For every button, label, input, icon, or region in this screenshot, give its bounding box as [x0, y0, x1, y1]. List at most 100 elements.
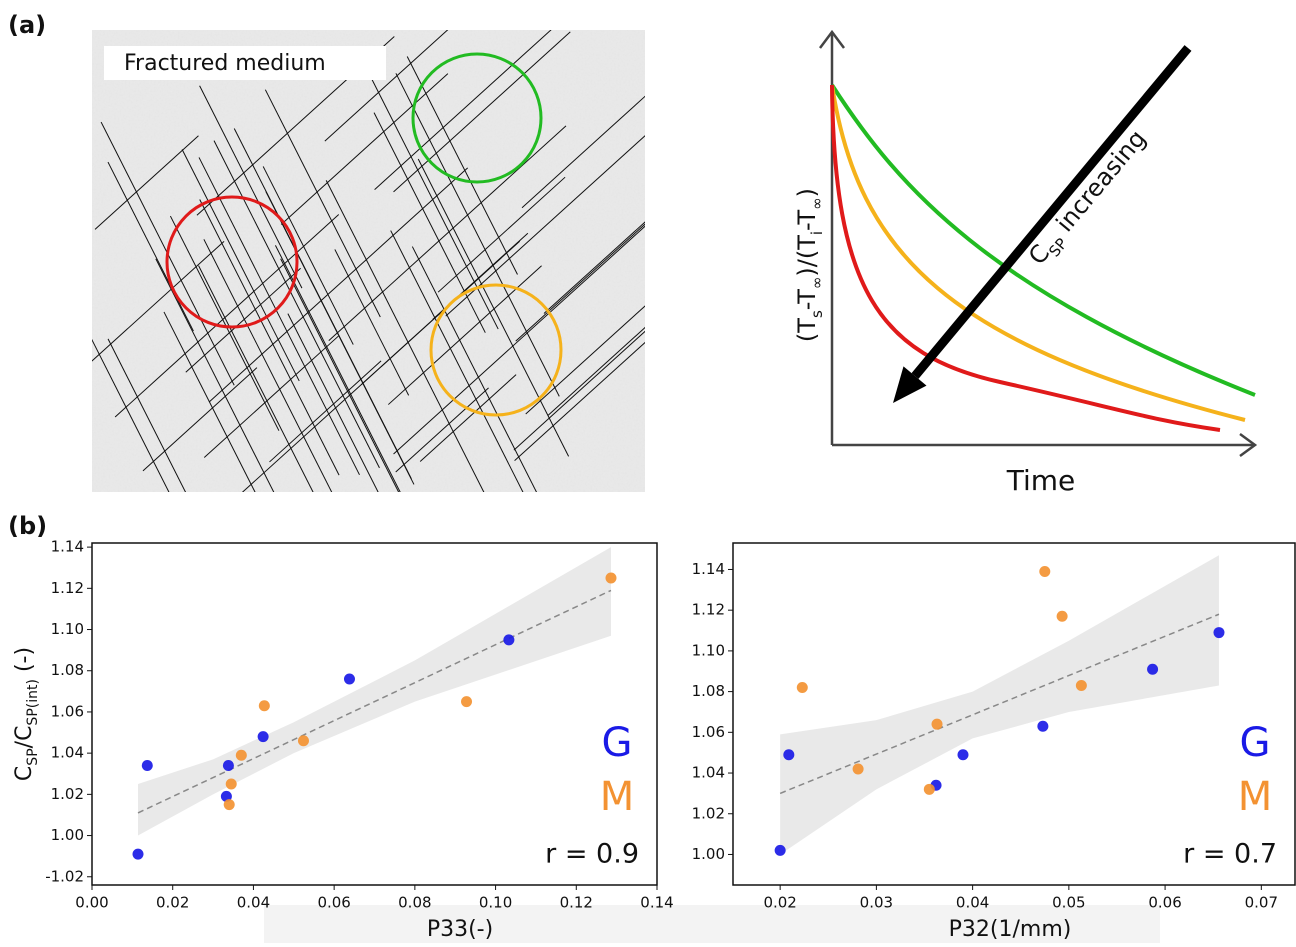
fracture: [198, 265, 314, 492]
fracture: [199, 199, 340, 476]
x-tick-label: 0.03: [860, 894, 893, 912]
fracture: [525, 305, 645, 415]
point: [605, 572, 617, 584]
point: [1039, 566, 1051, 577]
point: [132, 848, 144, 860]
label-part: increasing: [1046, 125, 1152, 243]
point: [141, 760, 153, 772]
fracture: [203, 239, 333, 492]
annotation: r = 0.9: [545, 839, 639, 870]
fit-line: [137, 589, 612, 814]
label-part: ∞: [808, 197, 826, 210]
x-tick-label: 0.05: [1052, 894, 1085, 912]
fracture: [114, 214, 340, 418]
annotation: r = 0.7: [1183, 839, 1277, 870]
label-part: (T: [793, 318, 821, 342]
y-tick-label: 1.02: [692, 804, 725, 822]
point: [258, 700, 270, 712]
point: [257, 731, 269, 743]
x-axis-label: P32(1/mm): [949, 917, 1072, 942]
fracture: [374, 30, 552, 190]
trend-arrowhead: [893, 366, 927, 403]
y-tick-label: 1.08: [51, 661, 84, 679]
point: [223, 799, 235, 811]
panel-label: (b): [8, 512, 47, 540]
legend-label: M: [600, 774, 635, 820]
fracture: [163, 311, 256, 492]
fracture: [107, 161, 194, 332]
fracture: [513, 330, 645, 451]
fracture: [406, 56, 518, 275]
label-part: /C: [12, 726, 37, 749]
fracture: [287, 313, 379, 492]
label-part: i: [808, 231, 826, 235]
x-tick-label: 0.02: [763, 894, 796, 912]
point: [503, 634, 515, 646]
label-part: )/(T: [793, 235, 821, 277]
fracture: [169, 215, 280, 431]
confidence-band: [138, 547, 611, 836]
fracture: [198, 157, 360, 476]
point: [796, 682, 808, 694]
point: [1213, 627, 1225, 639]
curve-green: [830, 83, 1256, 397]
y-tick-label: 1.12: [692, 601, 725, 619]
point: [297, 735, 309, 747]
x-tick-label: 0.08: [398, 894, 431, 912]
fracture: [280, 258, 400, 492]
fracture: [445, 135, 645, 317]
fracture: [393, 225, 645, 455]
point: [783, 749, 795, 761]
x-tick-label: 0.12: [560, 894, 593, 912]
y-tick-label: 1.04: [692, 764, 725, 782]
plot-frame: [91, 542, 658, 886]
legend-label: G: [1240, 720, 1271, 766]
fracture: [543, 221, 645, 314]
fracture: [181, 149, 300, 382]
point: [923, 783, 935, 795]
panel-label: (a): [8, 11, 46, 39]
fracture: [262, 166, 354, 345]
fracture: [547, 326, 645, 416]
fracture: [185, 267, 301, 373]
curve-red: [830, 84, 1221, 432]
x-axis-label: Time: [1006, 464, 1076, 497]
fracture: [269, 360, 382, 463]
label-part: SP: [25, 748, 41, 765]
plot-frame: [732, 542, 1296, 886]
y-tick-label: 1.14: [51, 538, 84, 556]
fracture: [393, 31, 571, 193]
x-tick-label: 0.04: [237, 894, 270, 912]
fracture: [94, 135, 199, 230]
x-tick-label: 0.02: [156, 894, 189, 912]
curve-orange: [830, 84, 1246, 422]
point: [222, 760, 234, 772]
fracture: [324, 30, 449, 142]
fracture: [203, 335, 339, 458]
fracture: [274, 245, 401, 492]
label-band: [264, 905, 1160, 943]
y-axis-label: CSP/CSP(int) (-): [12, 647, 41, 781]
y-tick-label: 1.12: [51, 579, 84, 597]
x-axis-label: P33(-): [427, 917, 493, 942]
fracture: [92, 338, 170, 492]
image-texture: [92, 30, 645, 492]
fracture: [241, 240, 521, 492]
x-tick-label: 0.10: [479, 894, 512, 912]
x-tick-label: 0.04: [956, 894, 989, 912]
fracture: [395, 73, 560, 397]
x-tick-label: 0.06: [317, 894, 350, 912]
fracture: [280, 73, 449, 225]
label-part: s: [808, 310, 826, 318]
legend-label: G: [602, 720, 633, 766]
x-tick-label: 0.06: [1148, 894, 1181, 912]
y-axis-label: (Ts-T∞)/(Ti-T∞): [793, 188, 826, 342]
x-tick-label: 0.14: [640, 894, 673, 912]
circle-green: [411, 52, 543, 184]
image-label: Fractured medium: [124, 51, 326, 76]
fracture: [199, 85, 303, 289]
point: [1075, 680, 1087, 691]
fracture: [417, 158, 570, 457]
label-part: -T: [793, 209, 821, 230]
fractures: [92, 30, 645, 492]
